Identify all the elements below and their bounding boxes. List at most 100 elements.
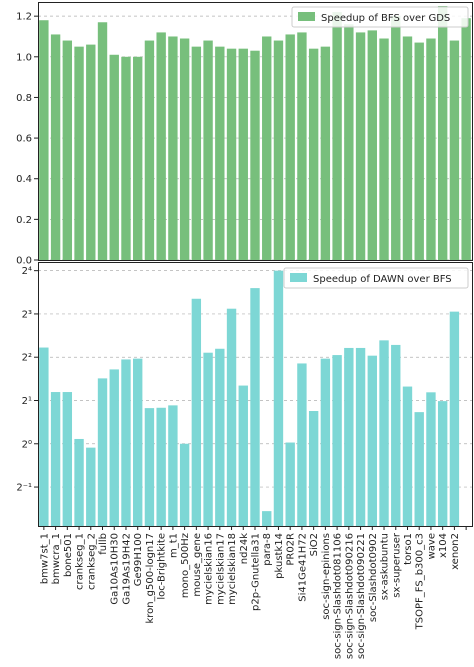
x-category-label: mycielskian18 [227, 533, 238, 605]
bottom-bar [238, 385, 248, 526]
x-category-label: wave [426, 533, 437, 559]
bottom-bar [250, 288, 260, 526]
top-bar [461, 18, 471, 260]
top-legend: Speedup of BFS over GDS [291, 6, 469, 28]
bottom-y-tick-label: 2⁰ [22, 439, 32, 450]
top-bar [238, 48, 248, 261]
x-category-label: sx-askubuntu [380, 533, 391, 600]
x-category-label: mycielskian16 [204, 533, 215, 605]
top-bar [62, 40, 73, 260]
x-category-label: Ga19As19H42 [121, 533, 132, 605]
bottom-bar [191, 298, 202, 526]
bottom-bar [262, 511, 272, 526]
top-bar [156, 32, 166, 260]
top-bar [109, 54, 119, 260]
x-category-label: crankseg_1 [75, 533, 86, 590]
bottom-y-tick-label: 2¹ [22, 396, 32, 407]
top-bar [332, 12, 342, 261]
top-bar [133, 56, 143, 260]
bottom-bar [297, 363, 307, 526]
top-bar [391, 16, 401, 260]
x-axis-category-labels: bmw7st_1 bmwcra_1 bone501 crankseg_1 crankse… [39, 526, 467, 659]
top-bar [355, 32, 366, 260]
bottom-legend-box [283, 267, 469, 289]
top-bar [203, 40, 213, 260]
x-category-label: Ga10As10H30 [110, 533, 121, 605]
top-axes-frame [38, 2, 473, 261]
x-category-label: para-8 [262, 533, 273, 566]
top-legend-label: Speedup of BFS over GDS [321, 13, 450, 24]
x-category-label: soc-sign-Slashdot081106 [333, 533, 344, 659]
top-bar [191, 46, 202, 260]
x-category-label: crankseg_2 [86, 533, 97, 590]
top-bar [426, 38, 436, 261]
x-category-label: TSOPF_FS_b300_c3 [415, 533, 426, 630]
bottom-bar [179, 443, 190, 526]
bottom-y-tick-label: 2⁻¹ [16, 483, 32, 494]
x-category-label: soc-sign-Slashdot090221 [356, 533, 367, 659]
top-bar [250, 50, 260, 261]
top-bar [308, 48, 319, 261]
bottom-bar [308, 411, 319, 526]
top-bar [414, 42, 424, 260]
bottom-bars [39, 270, 460, 526]
bottom-bar [332, 355, 342, 526]
top-bar [344, 24, 354, 261]
x-category-label: p2p-Gnutella31 [251, 533, 262, 611]
top-bar [262, 36, 272, 261]
top-bar [168, 36, 178, 261]
top-chart: 0.0 0.2 0.4 0.6 0.8 1.0 1.2 Speedup of BFS ove… [16, 2, 473, 267]
top-bar [215, 46, 225, 260]
bottom-bar [203, 352, 213, 526]
x-category-label: SiO2 [309, 533, 320, 556]
x-category-label: kron_g500-logn17 [145, 533, 156, 624]
bottom-bar [414, 412, 424, 526]
top-bar [320, 46, 331, 260]
bottom-legend: Speedup of DAWN over BFS [283, 267, 469, 289]
bottom-chart: 2⁻¹ 2⁰ 2¹ 2² 2³ 2⁴ Speedup of DAWN over BFS b… [16, 262, 473, 659]
top-bar [86, 44, 96, 260]
top-y-axis: 0.0 0.2 0.4 0.6 0.8 1.0 1.2 [16, 12, 38, 267]
bottom-bar [379, 340, 389, 526]
top-bar [50, 34, 61, 260]
bottom-bar [226, 308, 237, 526]
bottom-bar [168, 405, 178, 526]
x-category-label: nd24k [239, 533, 250, 564]
top-bar [179, 38, 190, 261]
x-category-label: mycielskian17 [215, 533, 226, 605]
top-y-tick-label: 0.6 [16, 134, 32, 145]
bottom-bar [62, 392, 73, 526]
top-legend-swatch [298, 12, 315, 21]
top-bar [144, 40, 155, 260]
bottom-bar [215, 348, 225, 526]
bottom-bar [285, 442, 295, 526]
top-bar [273, 40, 284, 260]
x-category-label: xenon2 [450, 533, 461, 570]
bottom-legend-label: Speedup of DAWN over BFS [313, 274, 452, 285]
x-category-label: soc-sign-epinions [321, 533, 332, 620]
x-category-label: PR02R [286, 533, 297, 566]
bottom-legend-swatch [290, 273, 307, 282]
top-bar [379, 38, 389, 261]
bottom-y-tick-label: 2⁴ [22, 266, 32, 277]
x-category-label: soc-sign-Slashdot090216 [344, 533, 355, 659]
top-bar [226, 48, 237, 261]
x-category-label: Ge99H100 [133, 533, 144, 586]
bottom-bar [449, 311, 460, 526]
bottom-bar [121, 359, 131, 526]
x-category-label: soc-Slashdot0902 [368, 533, 379, 622]
x-category-label: x104 [438, 533, 449, 558]
top-y-tick-label: 0.0 [16, 256, 32, 267]
top-y-tick-label: 0.8 [16, 93, 32, 104]
bottom-bar [355, 347, 366, 526]
top-y-tick-label: 0.2 [16, 215, 32, 226]
top-bar [402, 36, 413, 261]
top-bar [121, 56, 131, 260]
top-y-tick-label: 0.4 [16, 174, 32, 185]
bottom-bar [391, 344, 401, 526]
bottom-bar [367, 355, 377, 526]
bottom-bar [74, 438, 84, 526]
top-bar [285, 34, 295, 260]
bottom-bar [39, 347, 49, 526]
